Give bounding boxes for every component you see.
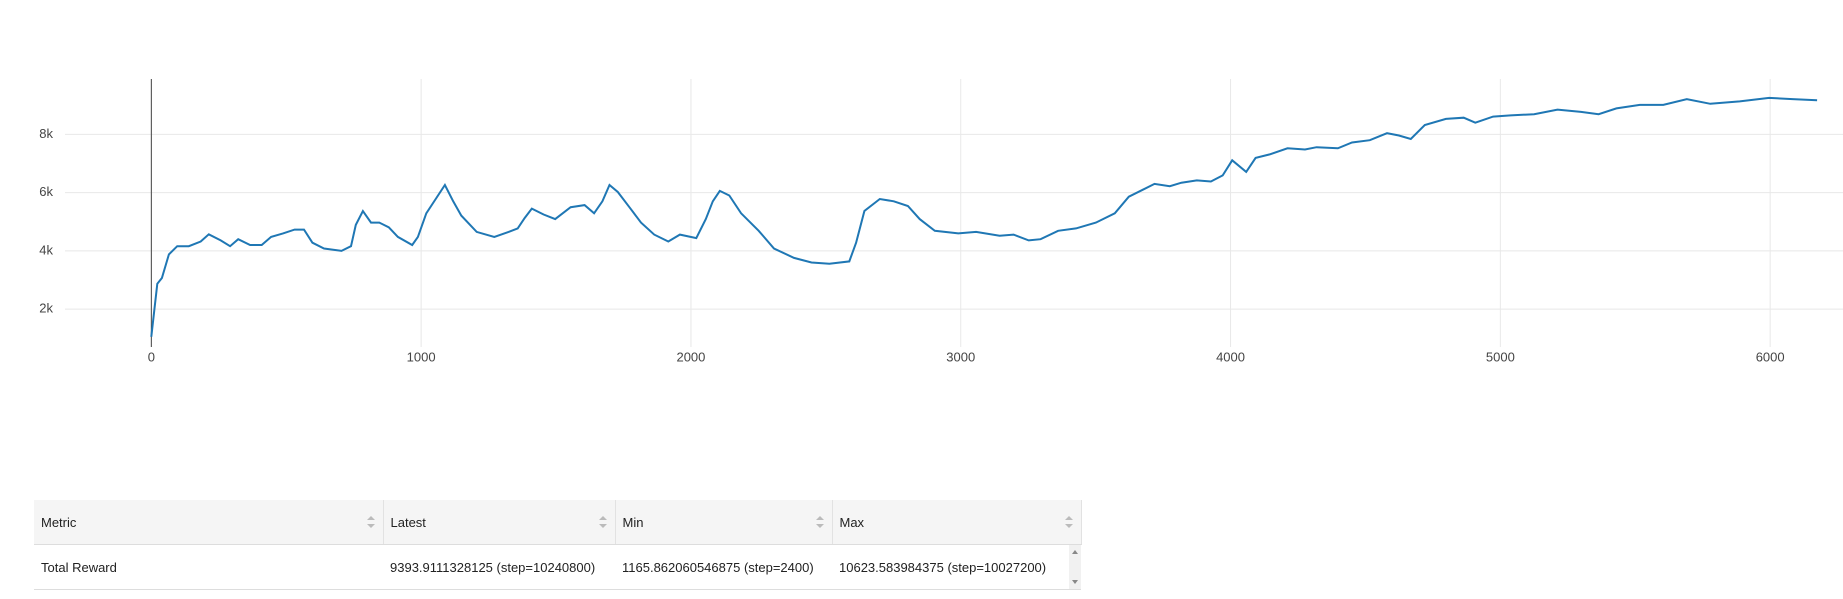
scrollbar[interactable] (1069, 545, 1081, 589)
x-tick-label: 0 (148, 349, 155, 364)
table-cell: 1165.862060546875 (step=2400) (615, 544, 832, 590)
y-tick-label: 4k (39, 242, 53, 257)
table-cell: Total Reward (34, 544, 383, 590)
table-cell: 9393.9111328125 (step=10240800) (383, 544, 615, 590)
header-text: Max (839, 514, 865, 530)
chart: 2k 4k 6k 8k 0 1000 2000 3000 4000 5000 6000 (39, 79, 1843, 364)
table-row: Total Reward 9393.9111328125 (step=102408… (34, 544, 1081, 590)
y-tick-label: 2k (39, 301, 53, 316)
metrics-table: Metric Latest Min Max Total Reward 9393.9111… (34, 500, 1082, 590)
column-header[interactable]: Latest (383, 500, 616, 545)
x-tick-label: 1000 (407, 349, 436, 364)
column-header[interactable]: Max (832, 500, 1082, 545)
header-text: Metric (41, 514, 77, 530)
column-header[interactable]: Metric (34, 500, 384, 545)
sort-icon[interactable] (366, 515, 375, 529)
sort-icon[interactable] (1064, 515, 1073, 529)
sort-icon[interactable] (815, 515, 824, 529)
table-cell: 10623.583984375 (step=10027200) (832, 544, 1081, 590)
line-series (150, 96, 1818, 337)
column-header[interactable]: Min (615, 500, 833, 545)
x-tick-label: 3000 (946, 349, 975, 364)
x-tick-label: 5000 (1486, 349, 1515, 364)
header-text: Latest (390, 514, 426, 530)
x-tick-label: 2000 (676, 349, 705, 364)
y-tick-label: 6k (39, 184, 53, 199)
y-tick-label: 8k (39, 126, 53, 141)
header-text: Min (622, 514, 644, 530)
x-tick-label: 4000 (1216, 349, 1245, 364)
sort-icon[interactable] (598, 515, 607, 529)
x-tick-label: 6000 (1756, 349, 1785, 364)
